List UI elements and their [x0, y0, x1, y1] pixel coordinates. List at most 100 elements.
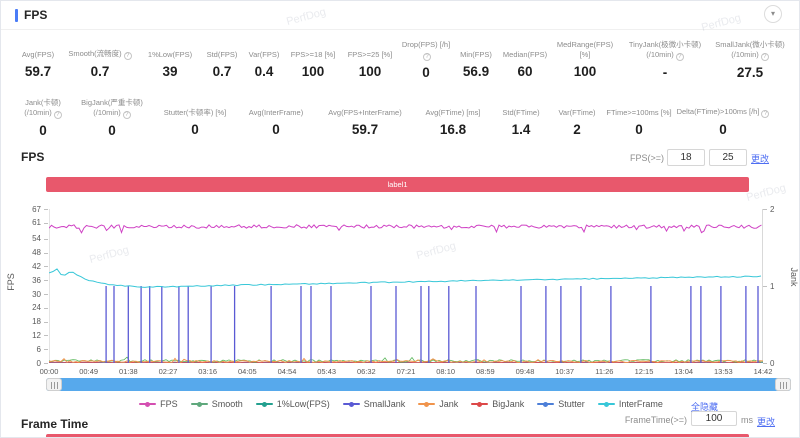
legend-item-smalljank[interactable]: SmallJank: [342, 399, 406, 409]
fps-threshold-submit-link[interactable]: 更改: [751, 154, 770, 164]
stat-var-ftime: Var(FTime) 2: [551, 98, 603, 138]
stat-label-std-fps: Std(FPS): [202, 40, 242, 60]
stat-label-line1: Drop(FPS) [/h]?: [401, 40, 451, 61]
legend-marker-icon: [139, 401, 157, 407]
legend-item-label: BigJank: [492, 399, 525, 409]
stat-value-bigjank: 0: [108, 122, 116, 138]
x-tick-label: 13:04: [674, 367, 694, 376]
stat-label-medrange-fps: MedRange(FPS)[%]: [552, 40, 618, 60]
y-tick-mark: [44, 321, 48, 323]
right-tick-label: 0: [770, 358, 775, 368]
stat-label-line2: (/10min)?: [72, 108, 152, 119]
scrollbar-right-handle[interactable]: [775, 378, 791, 391]
stat-label-line1: Std(FPS): [206, 50, 238, 60]
stat-value-avg-fps: 59.7: [24, 64, 52, 79]
stat-label-tinyjank: TinyJank(极微小卡顿) (/10min)?: [620, 40, 710, 61]
stat-label-line1: FTime>=100ms [%]: [606, 108, 672, 118]
x-tick-label: 05:43: [317, 367, 337, 376]
x-tick-label: 09:48: [515, 367, 535, 376]
x-tick-label: 08:59: [475, 367, 495, 376]
chart-horizontal-scrollbar[interactable]: [46, 378, 791, 391]
stat-label-line1: Min(FPS): [460, 50, 492, 60]
fps-line-chart[interactable]: [49, 209, 763, 363]
stat-label-line1: MedRange(FPS)[%]: [556, 40, 614, 60]
y-tick-label: 6: [36, 344, 41, 354]
y-tick-label: 24: [32, 303, 41, 313]
info-icon[interactable]: ?: [423, 52, 431, 61]
y-tick-mark: [44, 294, 48, 296]
info-icon[interactable]: ?: [761, 110, 770, 118]
legend-item-interframe[interactable]: InterFrame: [597, 399, 663, 409]
frametime-label-banner: [46, 434, 749, 437]
info-icon[interactable]: ?: [760, 52, 769, 61]
x-tick-label: 12:15: [634, 367, 654, 376]
stat-label-line1: Avg(FTime) [ms]: [425, 108, 481, 118]
stat-value-avg-fps-interframe: 59.7: [351, 122, 379, 137]
y-tick-mark: [44, 238, 48, 240]
x-tick-label: 03:16: [198, 367, 218, 376]
scrollbar-left-handle[interactable]: [46, 378, 62, 391]
y-tick-mark: [44, 349, 48, 351]
legend-marker-dot-icon: [348, 401, 354, 407]
x-tick-label: 14:42: [753, 367, 773, 376]
x-tick-label: 11:26: [595, 367, 614, 376]
chevron-down-icon: ▾: [770, 9, 775, 18]
stat-avg-fps-interframe: Avg(FPS+InterFrame) 59.7: [315, 98, 415, 138]
stat-value-avg-ftime: 16.8: [439, 122, 467, 137]
legend-item-label: Jank: [439, 399, 459, 409]
y-tick-label: 0: [36, 358, 41, 368]
stat-std-ftime: Std(FTime) 1.4: [491, 98, 551, 138]
legend-item-1-low-fps-[interactable]: 1%Low(FPS): [255, 399, 330, 409]
stat-label-bigjank: BigJank(严重卡顿) (/10min)?: [72, 98, 152, 119]
fps-threshold-input-1[interactable]: [667, 149, 705, 166]
frametime-submit-link[interactable]: 更改: [757, 417, 776, 427]
y-tick-mark: [44, 266, 48, 268]
legend-marker-icon: [255, 401, 273, 407]
stat-value-var-fps: 0.4: [254, 64, 274, 79]
stat-median-fps: Median(FPS) 60: [499, 40, 551, 80]
stat-label-std-ftime: Std(FTime): [492, 98, 550, 118]
x-tick-label: 01:38: [118, 367, 138, 376]
x-tick-label: 04:54: [277, 367, 297, 376]
legend-hide-all-link[interactable]: 全隐藏: [691, 402, 719, 412]
x-tick-label: 00:00: [39, 367, 59, 376]
y-tick-mark: [44, 252, 48, 254]
legend-item-bigjank[interactable]: BigJank: [471, 399, 524, 409]
stat-value-smooth: 0.7: [90, 64, 110, 79]
perfdog-watermark: PerfDog: [745, 181, 788, 205]
legend-item-fps[interactable]: FPS: [139, 399, 178, 409]
legend-item-smooth[interactable]: Smooth: [190, 399, 243, 409]
y-tick-mark: [44, 280, 48, 282]
legend-item-jank[interactable]: Jank: [418, 399, 458, 409]
collapse-panel-button[interactable]: ▾: [764, 5, 782, 23]
x-tick-label: 13:53: [713, 367, 733, 376]
info-icon[interactable]: ?: [122, 110, 131, 119]
stat-low1pct-fps: 1%Low(FPS) 39: [139, 40, 201, 80]
stat-avg-ftime: Avg(FTime) [ms] 16.8: [415, 98, 491, 138]
frametime-section-title: Frame Time: [21, 417, 89, 431]
legend-item-stutter[interactable]: Stutter: [537, 399, 585, 409]
stat-label-line1: Smooth(流畅度)?: [62, 49, 138, 60]
stat-label-line1: Avg(FPS+InterFrame): [328, 108, 402, 118]
stat-label-drop-fps: Drop(FPS) [/h]?: [400, 40, 452, 61]
info-icon[interactable]: ?: [123, 52, 132, 60]
stat-bigjank: BigJank(严重卡顿) (/10min)? 0: [71, 98, 153, 138]
info-icon[interactable]: ?: [53, 110, 62, 119]
stat-label-line1: Jank(卡顿): [25, 98, 61, 107]
y-tick-label: 12: [32, 330, 41, 340]
stat-value-delta-ftime: 0: [719, 122, 727, 137]
stat-fps-ge-18: FPS>=18 [%] 100: [285, 40, 341, 80]
info-icon[interactable]: ?: [675, 52, 684, 61]
stat-label-avg-interframe: Avg(InterFrame): [238, 98, 314, 118]
frametime-unit-label: ms: [741, 415, 753, 425]
legend-marker-dot-icon: [543, 401, 549, 407]
stat-label-var-ftime: Var(FTime): [552, 98, 602, 118]
legend-item-label: SmallJank: [363, 399, 406, 409]
stat-label-jank: Jank(卡顿) (/10min)?: [16, 98, 70, 119]
y-tick-mark: [44, 209, 48, 210]
frametime-threshold-input[interactable]: [691, 411, 737, 426]
legend-marker-icon: [597, 401, 615, 407]
right-tick-mark: [763, 209, 767, 210]
x-tick-label: 06:32: [356, 367, 376, 376]
fps-threshold-input-2[interactable]: [709, 149, 747, 166]
